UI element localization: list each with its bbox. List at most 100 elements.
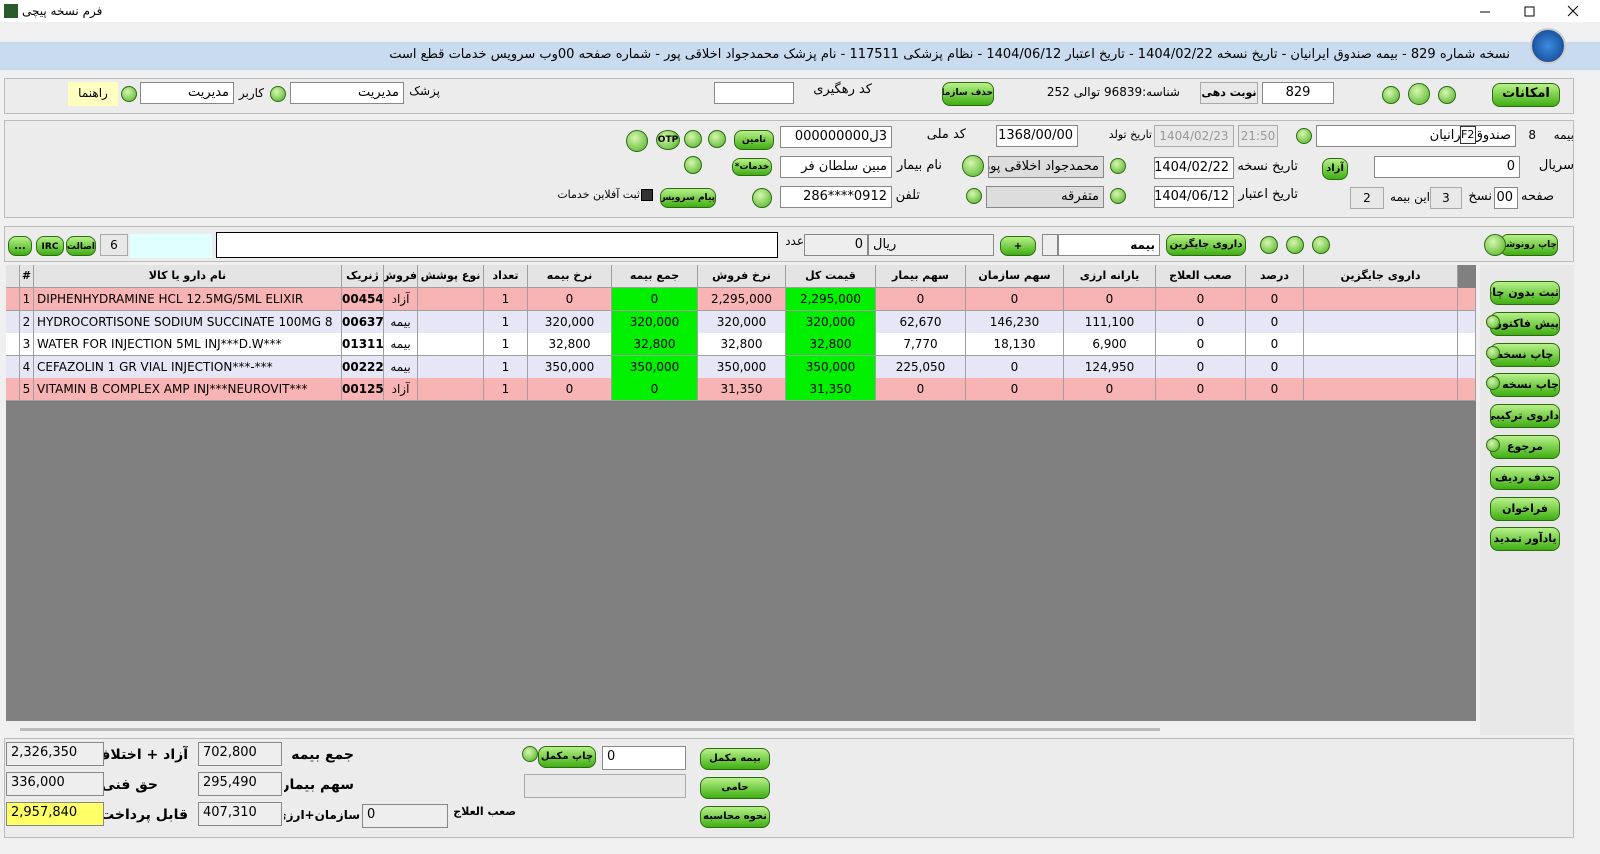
plus-button[interactable]: + bbox=[1000, 236, 1036, 256]
table-cell[interactable]: 0 bbox=[966, 378, 1064, 402]
table-cell[interactable]: 5 bbox=[20, 378, 34, 402]
side-button[interactable]: یادآور تمدید bbox=[1490, 527, 1560, 552]
table-cell[interactable]: 2,295,000 bbox=[786, 288, 876, 311]
table-cell[interactable] bbox=[1304, 355, 1458, 379]
icon-button[interactable] bbox=[1296, 128, 1312, 144]
table-cell[interactable]: 31,350 bbox=[786, 378, 876, 402]
number-field[interactable]: 829 bbox=[1262, 82, 1334, 104]
table-cell[interactable]: 320,000 bbox=[698, 310, 786, 334]
print-copy-button[interactable]: چاپ رونوشت bbox=[1500, 234, 1558, 256]
side-button[interactable]: مرجوع bbox=[1490, 435, 1560, 459]
table-cell[interactable]: 0 bbox=[528, 378, 612, 402]
icon-button[interactable] bbox=[708, 130, 726, 148]
icon-button[interactable] bbox=[962, 155, 984, 177]
side-button[interactable]: پیش فاکتور F5 bbox=[1490, 311, 1560, 336]
icon-button[interactable] bbox=[966, 188, 982, 204]
icon-button[interactable] bbox=[1408, 83, 1430, 105]
table-cell[interactable] bbox=[1304, 310, 1458, 334]
table-cell[interactable]: 124,950 bbox=[1064, 355, 1156, 379]
table-cell[interactable]: 0 bbox=[1064, 288, 1156, 311]
table-cell[interactable]: 0 bbox=[1246, 310, 1304, 334]
table-cell[interactable]: DIPHENHYDRAMINE HCL 12.5MG/5ML ELIXIR bbox=[34, 288, 342, 311]
table-cell[interactable]: 0 bbox=[1246, 333, 1304, 357]
supplement-field[interactable]: 0 bbox=[602, 746, 686, 770]
table-cell[interactable]: 1 bbox=[484, 355, 528, 379]
table-cell[interactable]: 0 bbox=[1156, 288, 1246, 311]
queue-button[interactable]: نوبت دهی bbox=[1200, 82, 1258, 104]
patient-name-field[interactable]: مبین سلطان فر bbox=[780, 156, 892, 178]
icon-button[interactable] bbox=[1110, 188, 1126, 204]
table-cell[interactable]: آزاد bbox=[384, 288, 418, 311]
supplement-print-button[interactable]: چاپ مکمل bbox=[538, 746, 596, 768]
table-cell[interactable]: 2,295,000 bbox=[698, 288, 786, 311]
services-button[interactable]: خدمات* bbox=[732, 158, 772, 176]
national-field[interactable]: 3ل000000000 bbox=[780, 126, 892, 148]
table-cell[interactable]: 2 bbox=[20, 310, 34, 334]
table-cell[interactable]: آزاد bbox=[384, 378, 418, 402]
side-button[interactable]: حذف ردیف bbox=[1490, 465, 1560, 490]
search-field[interactable] bbox=[216, 232, 778, 258]
service-message-button[interactable]: پیام سرویس bbox=[660, 188, 716, 208]
icon-button[interactable] bbox=[1486, 345, 1500, 360]
icon-button[interactable] bbox=[522, 746, 538, 762]
icon-button[interactable] bbox=[1484, 234, 1506, 256]
table-cell[interactable]: 350,000 bbox=[528, 355, 612, 379]
table-cell[interactable]: بیمه bbox=[384, 355, 418, 379]
table-cell[interactable]: 1 bbox=[484, 378, 528, 402]
table-cell[interactable]: 62,670 bbox=[876, 310, 966, 334]
help-button[interactable]: راهنما bbox=[68, 82, 118, 106]
table-cell[interactable]: 0 bbox=[528, 288, 612, 311]
table-cell[interactable]: 31,350 bbox=[698, 378, 786, 402]
table-cell[interactable]: 0 bbox=[1246, 378, 1304, 402]
misc-field[interactable]: متفرقه bbox=[986, 186, 1104, 208]
table-cell[interactable] bbox=[418, 288, 484, 311]
table-cell[interactable]: 350,000 bbox=[786, 355, 876, 379]
side-button[interactable]: چاپ نسخه دو bbox=[1490, 373, 1560, 398]
table-cell[interactable]: 0 bbox=[876, 288, 966, 311]
icon-button[interactable] bbox=[1438, 86, 1456, 104]
insurance-select[interactable]: بیمه bbox=[1058, 234, 1160, 256]
irc-button[interactable]: IRC bbox=[36, 236, 64, 256]
more-button[interactable]: ... bbox=[8, 236, 32, 256]
rx-date-field[interactable]: 1404/02/22 bbox=[1154, 157, 1234, 179]
icon-button[interactable] bbox=[752, 188, 772, 208]
table-cell[interactable]: 0 bbox=[1064, 378, 1156, 402]
table-cell[interactable]: 7,770 bbox=[876, 333, 966, 357]
phone-field[interactable]: 0912****286 bbox=[780, 186, 892, 208]
doctor-field[interactable]: مدیریت bbox=[290, 82, 404, 104]
alt-drug-button[interactable]: داروی جایگزین bbox=[1166, 234, 1246, 256]
table-cell[interactable]: 18,130 bbox=[966, 333, 1064, 357]
table-cell[interactable]: 32,800 bbox=[612, 333, 698, 357]
select-arrow[interactable] bbox=[1042, 234, 1058, 256]
table-cell[interactable] bbox=[1304, 333, 1458, 357]
table-cell[interactable]: 0 bbox=[1156, 333, 1246, 357]
icon-button[interactable] bbox=[1312, 236, 1330, 254]
hami-button[interactable]: حامی bbox=[700, 777, 770, 799]
offline-checkbox[interactable] bbox=[641, 189, 653, 201]
tracking-field[interactable] bbox=[714, 82, 794, 104]
table-cell[interactable] bbox=[418, 355, 484, 379]
table-cell[interactable]: 320,000 bbox=[528, 310, 612, 334]
table-cell[interactable]: 320,000 bbox=[786, 310, 876, 334]
table-cell[interactable]: 00637 bbox=[342, 310, 384, 334]
table-cell[interactable]: 32,800 bbox=[698, 333, 786, 357]
table-cell[interactable]: 350,000 bbox=[612, 355, 698, 379]
table-cell[interactable]: CEFAZOLIN 1 GR VIAL INJECTION***-*** bbox=[34, 355, 342, 379]
table-cell[interactable]: 320,000 bbox=[612, 310, 698, 334]
table-cell[interactable]: 0 bbox=[1246, 355, 1304, 379]
icon-button[interactable] bbox=[684, 130, 702, 148]
table-cell[interactable]: 0 bbox=[1156, 310, 1246, 334]
icon-button[interactable] bbox=[1382, 86, 1400, 104]
table-cell[interactable]: VITAMIN B COMPLEX AMP INJ***NEUROVIT*** bbox=[34, 378, 342, 402]
table-cell[interactable]: 1 bbox=[484, 310, 528, 334]
side-button[interactable]: داروی ترکیبی bbox=[1490, 404, 1560, 429]
table-cell[interactable]: 1 bbox=[484, 333, 528, 357]
table-cell[interactable] bbox=[418, 378, 484, 402]
calc-method-button[interactable]: نحوه محاسبه bbox=[700, 806, 770, 828]
table-cell[interactable]: 0 bbox=[966, 288, 1064, 311]
icon-button[interactable] bbox=[1486, 314, 1500, 329]
page-field[interactable]: 00 bbox=[1494, 187, 1518, 209]
table-cell[interactable]: 32,800 bbox=[528, 333, 612, 357]
icon-button[interactable] bbox=[1286, 236, 1304, 254]
validity-field[interactable]: 1404/06/12 bbox=[1154, 186, 1234, 208]
